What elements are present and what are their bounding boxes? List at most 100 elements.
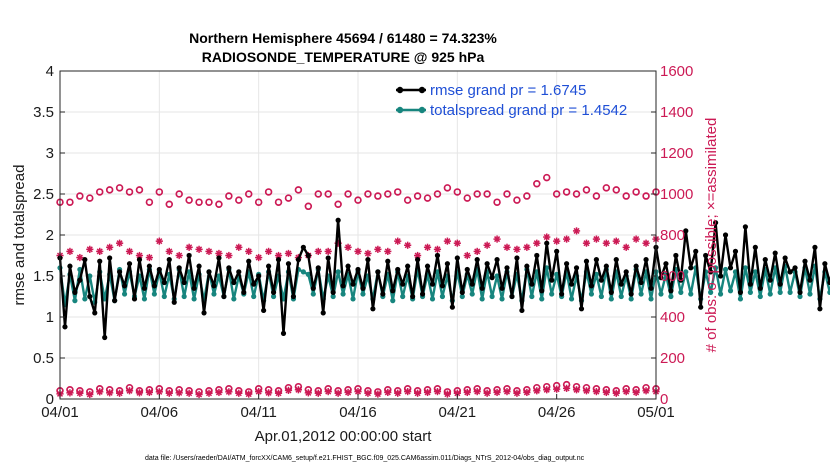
obs-assimilated-marker bbox=[453, 239, 461, 247]
star-stroke bbox=[156, 388, 163, 395]
rmse-point bbox=[62, 324, 68, 330]
obs-possible-marker bbox=[493, 198, 501, 206]
obs-assimilated-marker bbox=[324, 247, 332, 255]
obs-assimilated-marker bbox=[175, 251, 183, 260]
rmse-point bbox=[320, 310, 326, 316]
obs-assimilated-marker bbox=[96, 247, 104, 255]
totalspread-point bbox=[360, 291, 366, 297]
obs-possible-marker bbox=[95, 188, 104, 196]
star-stroke bbox=[96, 388, 103, 395]
star-stroke bbox=[166, 248, 173, 255]
star-stroke bbox=[166, 390, 173, 397]
obs-low-assimilated-marker bbox=[433, 388, 442, 396]
totalspread-point bbox=[191, 296, 197, 302]
obs-assimilated-marker bbox=[116, 239, 124, 247]
totalspread-point bbox=[151, 291, 157, 297]
y-axis-right-label: # of obs: o=possible; ×=assimilated bbox=[703, 118, 720, 353]
rmse-point bbox=[107, 255, 113, 261]
obs-low-assimilated-marker bbox=[592, 388, 600, 396]
star-stroke bbox=[86, 246, 93, 253]
rmse-point bbox=[613, 257, 619, 263]
totalspread-point bbox=[270, 293, 277, 300]
obs-assimilated-marker bbox=[513, 245, 521, 253]
totalspread-point bbox=[608, 296, 614, 302]
obs-possible-marker bbox=[235, 196, 243, 204]
totalspread-point bbox=[757, 293, 763, 300]
totalspread-point bbox=[305, 271, 311, 277]
obs-low-assimilated-marker bbox=[175, 389, 183, 397]
obs-low-assimilated-marker bbox=[572, 386, 581, 394]
star-stroke bbox=[265, 389, 272, 396]
star-stroke bbox=[66, 248, 73, 255]
star-stroke bbox=[285, 250, 292, 257]
obs-possible-marker bbox=[135, 186, 144, 194]
obs-possible-marker bbox=[384, 190, 392, 198]
star-stroke bbox=[374, 246, 381, 253]
totalspread-point bbox=[807, 291, 813, 297]
rmse-point bbox=[827, 279, 830, 286]
obs-assimilated-marker bbox=[265, 247, 273, 255]
rmse-point bbox=[365, 257, 371, 263]
obs-possible-marker bbox=[304, 202, 313, 211]
y-right-tick-label: 1000 bbox=[660, 186, 693, 203]
rmse-point bbox=[117, 269, 123, 275]
rmse-point bbox=[67, 263, 73, 269]
rmse-point bbox=[474, 257, 480, 263]
star-stroke bbox=[484, 242, 491, 249]
star-stroke bbox=[553, 386, 560, 393]
rmse-point bbox=[300, 244, 306, 250]
rmse-point bbox=[360, 285, 366, 291]
rmse-point bbox=[370, 306, 376, 312]
obs-low-assimilated-marker bbox=[215, 388, 223, 397]
totalspread-point bbox=[777, 289, 783, 295]
obs-low-assimilated-marker bbox=[235, 389, 243, 397]
obs-possible-marker bbox=[175, 190, 183, 198]
y-right-tick-label: 800 bbox=[660, 227, 685, 244]
star-stroke bbox=[116, 390, 123, 397]
obs-possible-marker bbox=[642, 192, 650, 200]
obs-possible-marker bbox=[344, 190, 352, 198]
legend: rmse grand pr = 1.6745 totalspread grand… bbox=[396, 82, 627, 119]
x-tick-label: 04/06 bbox=[141, 404, 179, 421]
star-stroke bbox=[86, 391, 93, 398]
rmse-point bbox=[330, 289, 336, 295]
x-tick-label: 04/21 bbox=[439, 404, 477, 421]
obs-assimilated-marker bbox=[404, 241, 412, 249]
rmse-point bbox=[559, 291, 565, 297]
obs-low-assimilated-marker bbox=[443, 390, 451, 398]
rmse-line bbox=[58, 218, 830, 339]
obs-low-assimilated-marker bbox=[294, 386, 302, 394]
y-axis-right: 0 200 400 600 800 1000 1200 1400 1600 bbox=[651, 63, 693, 408]
rmse-point bbox=[554, 248, 560, 254]
rmse-point bbox=[236, 269, 242, 275]
star-stroke bbox=[623, 244, 630, 251]
star-stroke bbox=[255, 254, 262, 261]
obs-possible-marker bbox=[284, 194, 293, 202]
rmse-point bbox=[737, 289, 744, 295]
rmse-point bbox=[598, 277, 604, 283]
totalspread-point bbox=[489, 293, 495, 300]
totalspread-point bbox=[335, 269, 341, 275]
rmse-point bbox=[156, 266, 162, 273]
obs-possible-marker bbox=[433, 190, 442, 198]
rmse-point bbox=[529, 281, 535, 287]
obs-possible-marker bbox=[542, 173, 551, 182]
star-stroke bbox=[136, 389, 143, 396]
obs-low-assimilated-marker bbox=[553, 385, 561, 393]
x-tick-label: 05/01 bbox=[637, 404, 675, 421]
obs-assimilated-marker bbox=[314, 247, 322, 255]
obs-assimilated-marker bbox=[433, 245, 442, 253]
rmse-point bbox=[573, 265, 580, 271]
y-axis-left: 0 0.5 1 1.5 2 2.5 3 3.5 4 bbox=[33, 63, 65, 408]
star-stroke bbox=[76, 254, 83, 261]
rmse-point bbox=[72, 289, 78, 295]
rmse-point bbox=[459, 289, 465, 295]
rmse-point bbox=[787, 269, 793, 275]
x-tick-label: 04/16 bbox=[339, 404, 377, 421]
obs-low-assimilated-marker bbox=[165, 389, 173, 397]
obs-assimilated-marker bbox=[553, 237, 561, 245]
totalspread-point bbox=[554, 271, 560, 277]
obs-possible-marker bbox=[264, 188, 273, 196]
rmse-point bbox=[350, 281, 356, 287]
totalspread-point bbox=[161, 293, 167, 300]
